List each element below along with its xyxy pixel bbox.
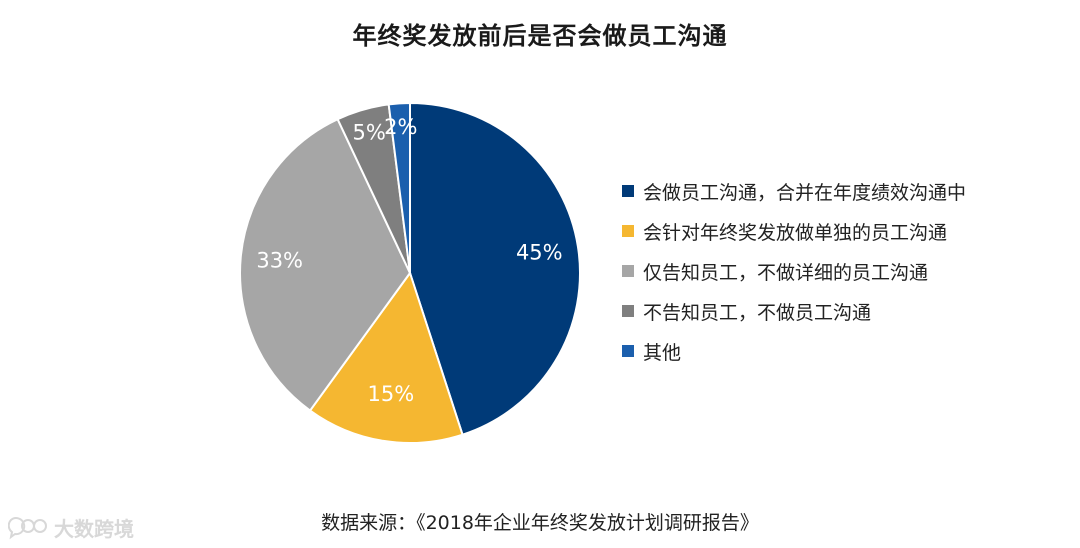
legend-label: 其他 — [643, 341, 682, 364]
chat-bubbles-icon — [8, 516, 47, 539]
pie-slice-labels: 45% 15% 33% 5%2% — [256, 115, 562, 406]
legend-item-5: 其他 — [622, 331, 966, 371]
watermark-text: 大数跨境 — [54, 517, 134, 541]
legend-swatch — [622, 225, 634, 237]
pie-slice-3 — [239, 117, 412, 412]
pie-slice-2 — [308, 270, 464, 444]
watermark: 大数跨境 — [8, 513, 134, 542]
legend-label: 不告知员工，不做员工沟通 — [643, 301, 872, 324]
slice-value-label-4: 5% — [353, 121, 386, 145]
legend-swatch — [622, 345, 634, 357]
pie-slice-5 — [387, 101, 411, 274]
legend-label: 会做员工沟通，合并在年度绩效沟通中 — [643, 181, 967, 204]
slice-value-label-1: 45% — [516, 241, 563, 265]
legend-item-1: 会做员工沟通，合并在年度绩效沟通中 — [622, 171, 966, 211]
legend-swatch — [622, 265, 634, 277]
slice-value-label-2: 15% — [368, 382, 415, 406]
legend-item-2: 会针对年终奖发放做单独的员工沟通 — [622, 211, 966, 251]
legend-swatch — [622, 305, 634, 317]
data-source-note: 数据来源：《2018年企业年终奖发放计划调研报告》 — [321, 512, 759, 534]
pie-slice-1 — [409, 101, 581, 436]
legend: 会做员工沟通，合并在年度绩效沟通中 会针对年终奖发放做单独的员工沟通 仅告知员工，不… — [622, 171, 966, 371]
legend-item-3: 仅告知员工，不做详细的员工沟通 — [622, 251, 966, 291]
pie-slices — [239, 101, 581, 444]
legend-label: 仅告知员工，不做详细的员工沟通 — [643, 261, 929, 284]
slice-value-label-3: 33% — [256, 249, 303, 273]
legend-item-4: 不告知员工，不做员工沟通 — [622, 291, 966, 331]
chart-title: 年终奖发放前后是否会做员工沟通 — [352, 22, 728, 50]
legend-label: 会针对年终奖发放做单独的员工沟通 — [643, 221, 948, 244]
legend-swatch — [622, 185, 634, 197]
slice-value-label-5: 2% — [384, 115, 417, 139]
